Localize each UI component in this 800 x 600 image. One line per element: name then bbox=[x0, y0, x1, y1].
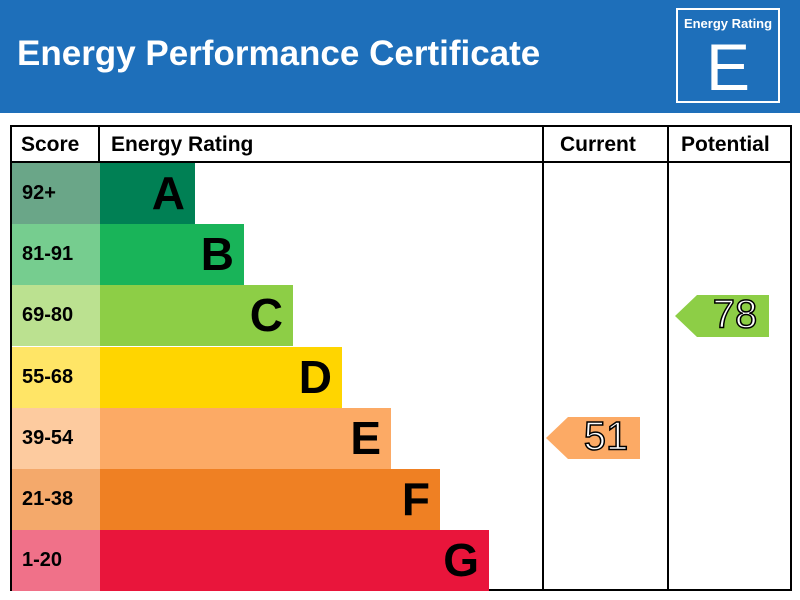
header-divider bbox=[12, 161, 790, 163]
rating-bar-b: B bbox=[100, 224, 244, 286]
rating-letter: G bbox=[443, 534, 479, 587]
pointer-value: 78 bbox=[713, 295, 758, 337]
score-range-label: 55-68 bbox=[22, 365, 74, 388]
score-range-label: 21-38 bbox=[22, 488, 74, 510]
rating-letter: F bbox=[401, 473, 430, 525]
rating-bar-c: C bbox=[100, 285, 293, 347]
rating-bar-a: A bbox=[100, 163, 195, 224]
score-cell-a: 92+ bbox=[12, 163, 100, 224]
potential-column-divider bbox=[667, 127, 669, 589]
column-header-energy-rating: Energy Rating bbox=[111, 133, 254, 156]
pointer-value: 51 bbox=[584, 417, 629, 459]
rating-letter: E bbox=[350, 411, 381, 464]
column-header-current: Current bbox=[560, 133, 636, 156]
badge-letter: E bbox=[705, 30, 751, 104]
score-range-label: 1-20 bbox=[22, 549, 63, 572]
score-cell-f: 21-38 bbox=[12, 469, 100, 530]
rating-letter: D bbox=[298, 350, 332, 403]
score-column-divider bbox=[98, 127, 100, 161]
score-cell-c: 69-80 bbox=[12, 285, 100, 347]
score-cell-d: 55-68 bbox=[12, 346, 100, 408]
score-cell-e: 39-54 bbox=[12, 407, 100, 469]
badge-title: Energy Rating bbox=[683, 16, 773, 31]
potential-rating-pointer: 78 bbox=[675, 295, 769, 337]
page-title: Energy Performance Certificate bbox=[17, 34, 541, 73]
current-rating-pointer: 51 bbox=[546, 417, 640, 460]
rating-bar-f: F bbox=[100, 469, 440, 530]
rating-table: Score Energy Rating Current Potential 92… bbox=[10, 125, 792, 592]
score-range-label: 39-54 bbox=[22, 426, 74, 449]
score-range-label: 69-80 bbox=[22, 304, 74, 327]
score-range-label: 81-91 bbox=[22, 243, 74, 266]
rating-letter: A bbox=[151, 167, 185, 219]
rating-bar-d: D bbox=[100, 346, 342, 408]
score-range-label: 92+ bbox=[22, 182, 56, 204]
rating-bar-g: G bbox=[100, 530, 489, 592]
pointer-arrow-shape bbox=[546, 417, 640, 460]
pointer-arrow-shape bbox=[675, 295, 769, 337]
rating-bar-e: E bbox=[100, 407, 391, 469]
energy-rating-badge: Energy Rating E bbox=[676, 8, 780, 103]
rating-letter: B bbox=[200, 228, 234, 281]
column-header-potential: Potential bbox=[681, 133, 770, 156]
score-cell-b: 81-91 bbox=[12, 224, 100, 286]
header-banner: Energy Performance Certificate Energy Ra… bbox=[0, 0, 800, 113]
current-column-divider bbox=[542, 127, 544, 589]
score-cell-g: 1-20 bbox=[12, 530, 100, 592]
rating-letter: C bbox=[249, 289, 283, 342]
column-header-score: Score bbox=[21, 133, 80, 156]
